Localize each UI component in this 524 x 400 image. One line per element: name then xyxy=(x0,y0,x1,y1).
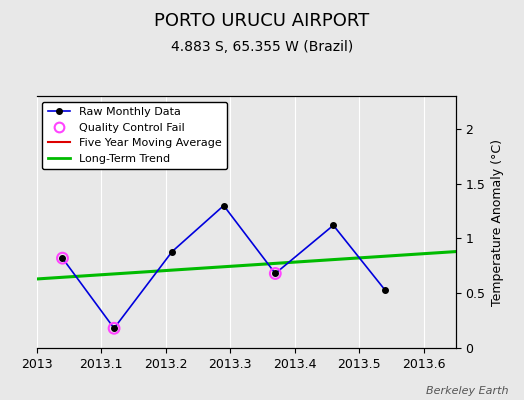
Point xyxy=(271,270,279,277)
Text: Berkeley Earth: Berkeley Earth xyxy=(426,386,508,396)
Point xyxy=(58,255,67,261)
Point xyxy=(271,270,279,277)
Point xyxy=(110,325,118,332)
Text: PORTO URUCU AIRPORT: PORTO URUCU AIRPORT xyxy=(155,12,369,30)
Point xyxy=(110,325,118,332)
Text: 4.883 S, 65.355 W (Brazil): 4.883 S, 65.355 W (Brazil) xyxy=(171,40,353,54)
Legend: Raw Monthly Data, Quality Control Fail, Five Year Moving Average, Long-Term Tren: Raw Monthly Data, Quality Control Fail, … xyxy=(42,102,227,169)
Y-axis label: Temperature Anomaly (°C): Temperature Anomaly (°C) xyxy=(491,138,504,306)
Point xyxy=(58,255,67,261)
